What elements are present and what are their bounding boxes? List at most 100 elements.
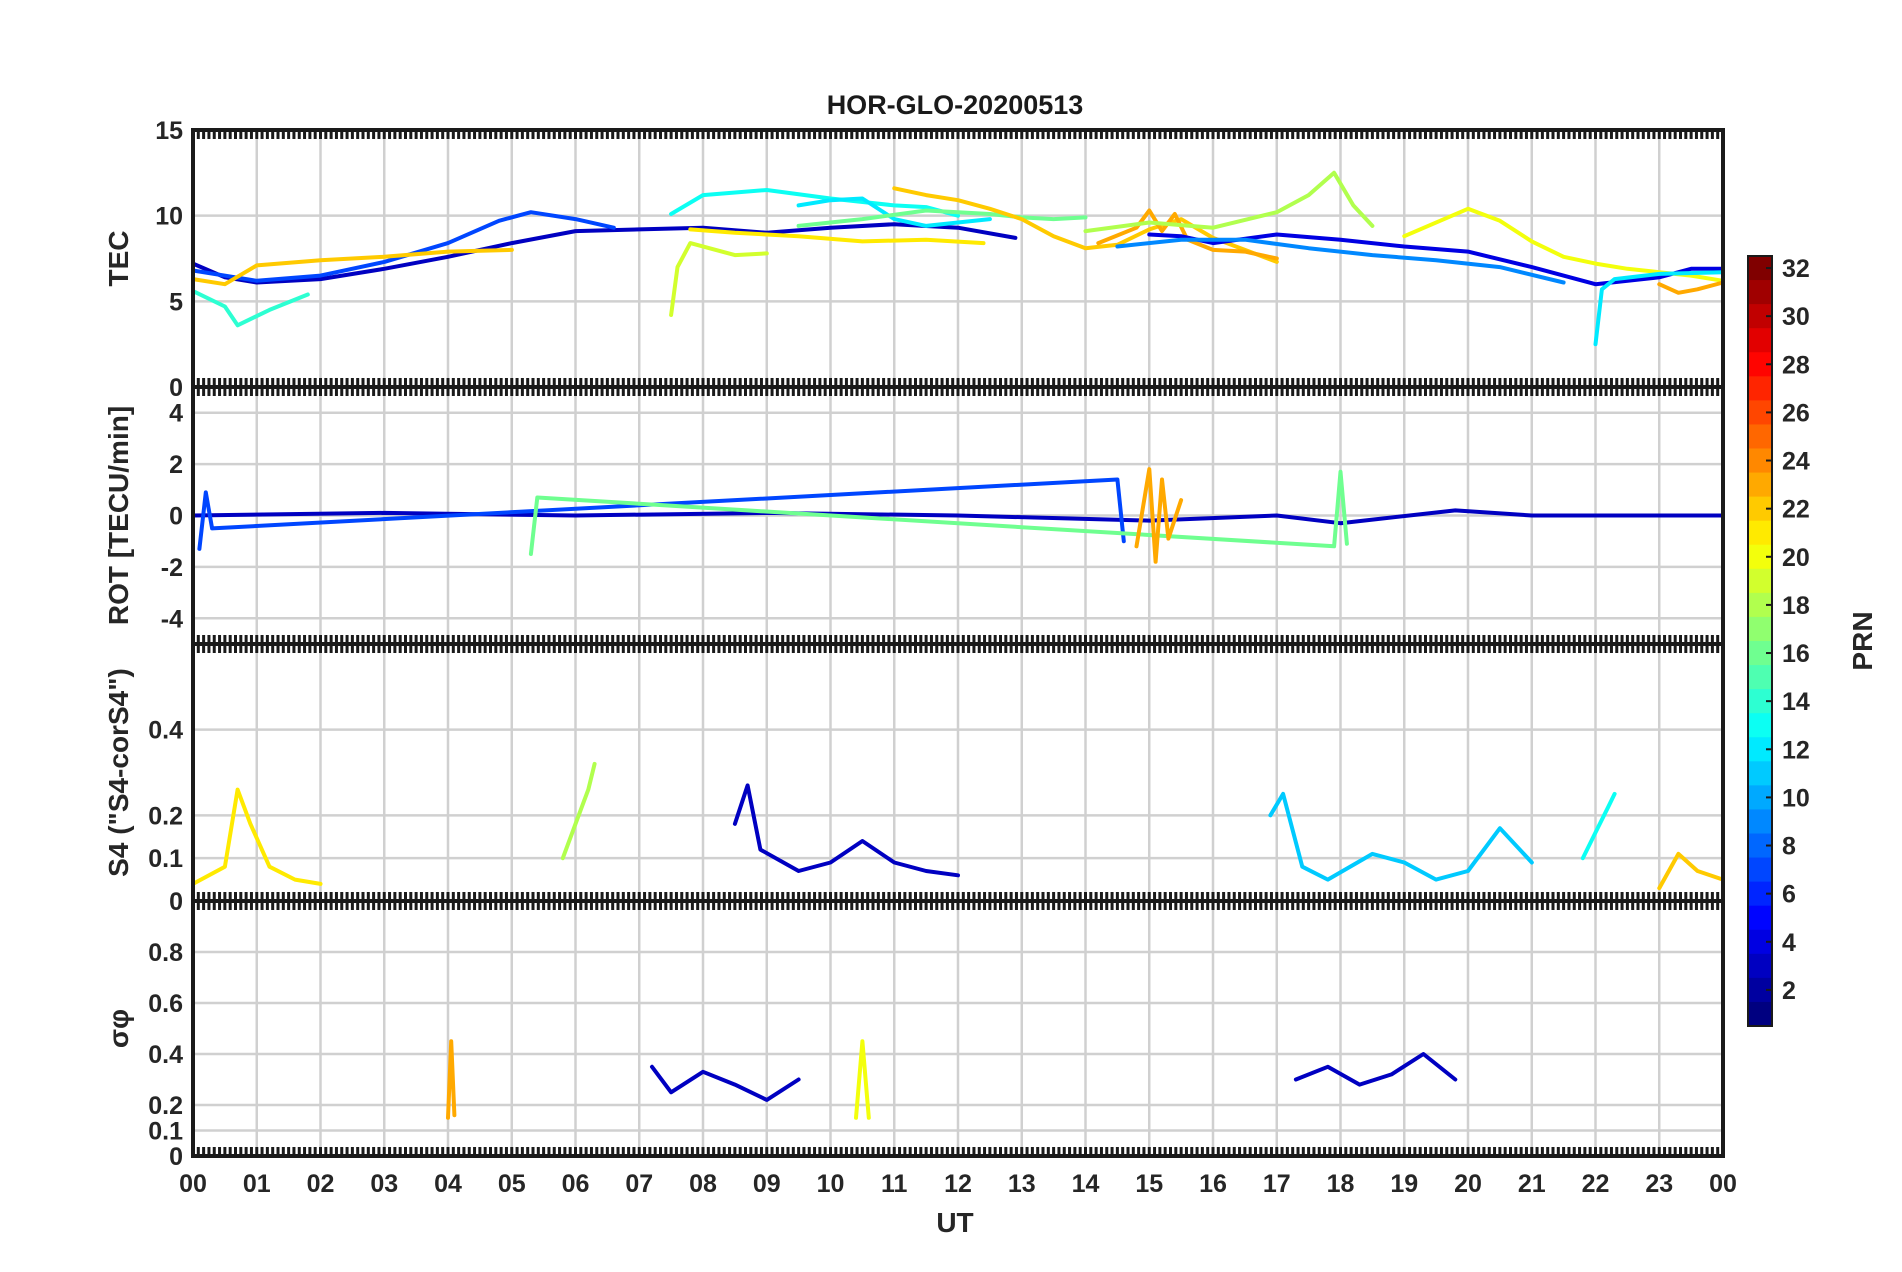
series-line-prn-14 (191, 289, 310, 328)
x-tick-label: 19 (1390, 1170, 1418, 1198)
y-axis-label-s4: S4 ("S4-corS4") (103, 668, 134, 877)
colorbar-segment (1748, 665, 1772, 690)
x-tick-label: 03 (370, 1170, 398, 1198)
y-tick-label: -4 (161, 605, 183, 633)
x-tick-label: 23 (1645, 1170, 1673, 1198)
colorbar-tick-label: 4 (1782, 929, 1796, 957)
colorbar-segment (1748, 616, 1772, 642)
series-line-prn-11 (1268, 791, 1534, 882)
colorbar-tick-label: 6 (1782, 881, 1796, 909)
x-tick-label: 18 (1327, 1170, 1355, 1198)
series-line-prn-19 (669, 241, 769, 317)
x-tick-label: 20 (1454, 1170, 1482, 1198)
colorbar-segment (1748, 713, 1772, 738)
series-line-prn-20 (1402, 206, 1725, 283)
colorbar-tick-label: 16 (1782, 640, 1810, 668)
colorbar-segment (1748, 857, 1772, 883)
colorbar-segment (1748, 424, 1772, 450)
colorbar-tick-label: 28 (1782, 351, 1810, 379)
series-line-prn-7 (197, 477, 1126, 551)
series-line-prn-3 (191, 508, 1725, 526)
series-line-prn-22 (1657, 851, 1725, 891)
series-line-prn-3 (732, 783, 960, 878)
series-line-prn-23 (1657, 280, 1725, 295)
x-tick-label: 14 (1072, 1170, 1100, 1198)
y-tick-label: 0.1 (148, 845, 183, 873)
colorbar-tick-label: 30 (1782, 303, 1810, 331)
colorbar-tick-label: 2 (1782, 977, 1796, 1005)
series-line-prn-13 (1580, 791, 1617, 861)
colorbar-tick-label: 18 (1782, 592, 1810, 620)
x-tick-labels: 00 01 02 03 04 05 06 07 08 09 10 11 12 13 14 15 16 17 18 19… (179, 1170, 1737, 1198)
series-line-prn-3 (191, 222, 1018, 285)
y-tick-label: 0.1 (148, 1118, 183, 1146)
colorbar-tick-label: 24 (1782, 448, 1810, 476)
x-tick-label: 10 (817, 1170, 845, 1198)
series-line-prn-18 (1083, 170, 1375, 234)
panel-rot: -4 -2 0 2 4 ROT [TECU/min] (103, 385, 1725, 646)
x-tick-label: 22 (1582, 1170, 1610, 1198)
colorbar-tick-label: 22 (1782, 496, 1810, 524)
x-tick-label: 13 (1008, 1170, 1036, 1198)
colorbar-tick-label: 20 (1782, 544, 1810, 572)
y-tick-label: 15 (155, 117, 183, 145)
colorbar-tick-label: 26 (1782, 399, 1810, 427)
colorbar-segment (1748, 953, 1772, 979)
series-line-prn-21 (191, 787, 323, 886)
x-tick-label: 12 (944, 1170, 972, 1198)
y-tick-label: 5 (169, 288, 183, 316)
colorbar-segment (1748, 568, 1772, 594)
x-axis-label: UT (936, 1207, 973, 1238)
y-tick-label: 0.2 (148, 802, 183, 830)
chart-title: HOR-GLO-20200513 (827, 90, 1084, 120)
x-tick-label: 00 (179, 1170, 207, 1198)
y-tick-label: 0 (169, 888, 183, 916)
colorbar-tick-label: 8 (1782, 833, 1796, 861)
y-tick-label: 0.4 (148, 1041, 183, 1069)
colorbar-segment (1748, 520, 1772, 546)
colorbar-label: PRN (1847, 611, 1878, 670)
series-line-prn-23 (1134, 467, 1184, 564)
series-line-prn-16 (528, 469, 1349, 556)
x-tick-label: 15 (1135, 1170, 1163, 1198)
x-tick-label: 08 (689, 1170, 717, 1198)
y-tick-label: 2 (169, 451, 183, 479)
colorbar-segment (1748, 905, 1772, 931)
y-axis-label-sigma: σφ (103, 1009, 134, 1048)
colorbar-segment (1748, 280, 1772, 305)
series-line-prn-7 (191, 210, 616, 283)
x-tick-label: 16 (1199, 1170, 1227, 1198)
y-tick-label: 0.6 (148, 990, 183, 1018)
y-axis-label-rot: ROT [TECU/min] (103, 406, 134, 625)
colorbar-segment (1748, 472, 1772, 498)
x-tick-label: 00 (1709, 1170, 1737, 1198)
x-tick-label: 17 (1263, 1170, 1291, 1198)
colorbar-segment (1748, 761, 1772, 786)
x-tick-label: 04 (434, 1170, 462, 1198)
series-line-prn-18 (560, 761, 597, 861)
series-line-prn-4 (1147, 232, 1725, 287)
series-line-prn-23 (446, 1039, 457, 1120)
panel-s4: 0 0.1 0.2 0.4 S4 ("S4-corS4") (103, 642, 1725, 916)
y-axis-label-tec: TEC (103, 231, 134, 287)
series-line-prn-22 (191, 247, 514, 287)
colorbar-tick-label: 14 (1782, 688, 1810, 716)
y-tick-label: 0.8 (148, 939, 183, 967)
series-line-prn-16 (796, 208, 1088, 228)
colorbar-tick-label: 10 (1782, 784, 1810, 812)
colorbar-frame (1747, 255, 1773, 1027)
series-line-prn-12 (1593, 270, 1725, 347)
x-tick-label: 11 (881, 1170, 908, 1198)
y-tick-label: -2 (161, 554, 183, 582)
series-line-prn-3 (650, 1064, 801, 1102)
x-tick-label: 21 (1518, 1170, 1546, 1198)
colorbar-segment (1748, 376, 1772, 401)
panel-tec: 0 5 10 15 TEC (103, 117, 1725, 402)
colorbar-tick-label: 12 (1782, 736, 1810, 764)
y-tick-label: 0 (169, 503, 183, 531)
colorbar-segment (1748, 328, 1772, 353)
colorbar-segment (1748, 809, 1772, 835)
